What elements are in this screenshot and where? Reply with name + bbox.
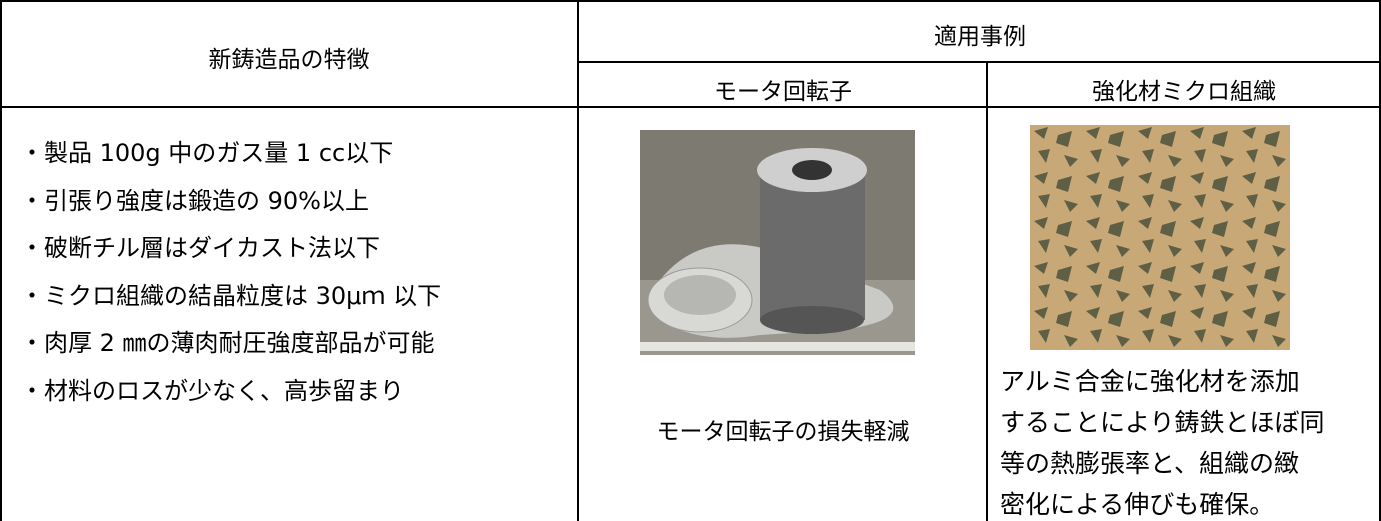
header: 適用事例	[934, 24, 1026, 50]
feature-item: ・肉厚 2 ㎜の薄肉耐圧強度部品が可能	[20, 329, 435, 357]
border	[1379, 0, 1381, 521]
feature-item: ・材料のロスが少なく、高歩留まり	[20, 376, 404, 405]
border	[0, 0, 1381, 2]
header: 強化材ミクロ組織	[1092, 79, 1276, 105]
caption-line: することにより鋳鉄とほぼ同	[1000, 408, 1325, 437]
photo-rotor	[640, 130, 915, 355]
border	[578, 61, 1381, 63]
border	[577, 0, 579, 521]
feature-item: ・ミクロ組織の結晶粒度は 30μｍ 以下	[20, 281, 442, 310]
feature-item: ・破断チル層はダイカスト法以下	[20, 234, 380, 262]
feature-item: ・製品 100g 中のガス量 1 cc以下	[20, 139, 394, 167]
border	[986, 62, 988, 521]
header: 新鋳造品の特徴	[208, 47, 370, 73]
border	[0, 0, 2, 521]
border	[0, 106, 1381, 108]
photo-microstructure	[1030, 125, 1290, 350]
header: モータ回転子	[714, 79, 852, 105]
feature-item: ・引張り強度は鍛造の 90%以上	[20, 186, 369, 215]
caption-line: アルミ合金に強化材を添加	[1000, 367, 1300, 396]
caption-line: 密化による伸びも確保。	[1000, 490, 1275, 519]
caption-line: 等の熱膨張率と、組織の緻	[1000, 449, 1300, 478]
caption: モータ回転子の損失軽減	[656, 419, 910, 445]
